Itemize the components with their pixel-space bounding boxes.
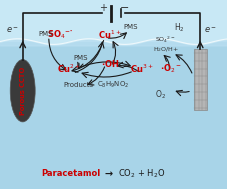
- Text: PMS: PMS: [73, 55, 88, 61]
- Text: H$_2$: H$_2$: [174, 22, 185, 34]
- Text: H$_2$O/H+: H$_2$O/H+: [153, 45, 179, 53]
- Text: C$_8$H$_9$NO$_2$: C$_8$H$_9$NO$_2$: [97, 80, 130, 90]
- Text: →: →: [105, 169, 113, 179]
- Text: CO$_2$ + H$_2$O: CO$_2$ + H$_2$O: [118, 168, 165, 180]
- Text: $\mathbf{\cdot}$OH: $\mathbf{\cdot}$OH: [101, 58, 119, 69]
- Text: Cu$^{3+}$: Cu$^{3+}$: [130, 63, 154, 75]
- Text: Cu$^{1+}$: Cu$^{1+}$: [98, 29, 122, 41]
- Text: SO$_4$$^{2-}$: SO$_4$$^{2-}$: [155, 35, 176, 45]
- FancyBboxPatch shape: [0, 42, 227, 189]
- Ellipse shape: [10, 60, 35, 122]
- Text: $\mathbf{\cdot}$O$_2$$^-$: $\mathbf{\cdot}$O$_2$$^-$: [160, 63, 182, 75]
- Text: +: +: [99, 3, 107, 12]
- FancyBboxPatch shape: [194, 49, 207, 110]
- Text: Paracetamol: Paracetamol: [41, 169, 100, 178]
- Text: −: −: [120, 3, 129, 12]
- Text: Cu$^{2+}$: Cu$^{2+}$: [57, 63, 81, 75]
- Text: PMS: PMS: [123, 24, 138, 30]
- Text: e$^-$: e$^-$: [204, 26, 216, 35]
- Text: O$_2$: O$_2$: [155, 88, 165, 101]
- Text: Products: Products: [63, 82, 93, 88]
- Text: Porous CCTO: Porous CCTO: [20, 67, 26, 115]
- Text: e$^-$: e$^-$: [6, 26, 19, 35]
- Text: PMS: PMS: [38, 31, 53, 37]
- Text: SO$_4$$^{-\mathbf{\cdot}}$: SO$_4$$^{-\mathbf{\cdot}}$: [47, 29, 73, 41]
